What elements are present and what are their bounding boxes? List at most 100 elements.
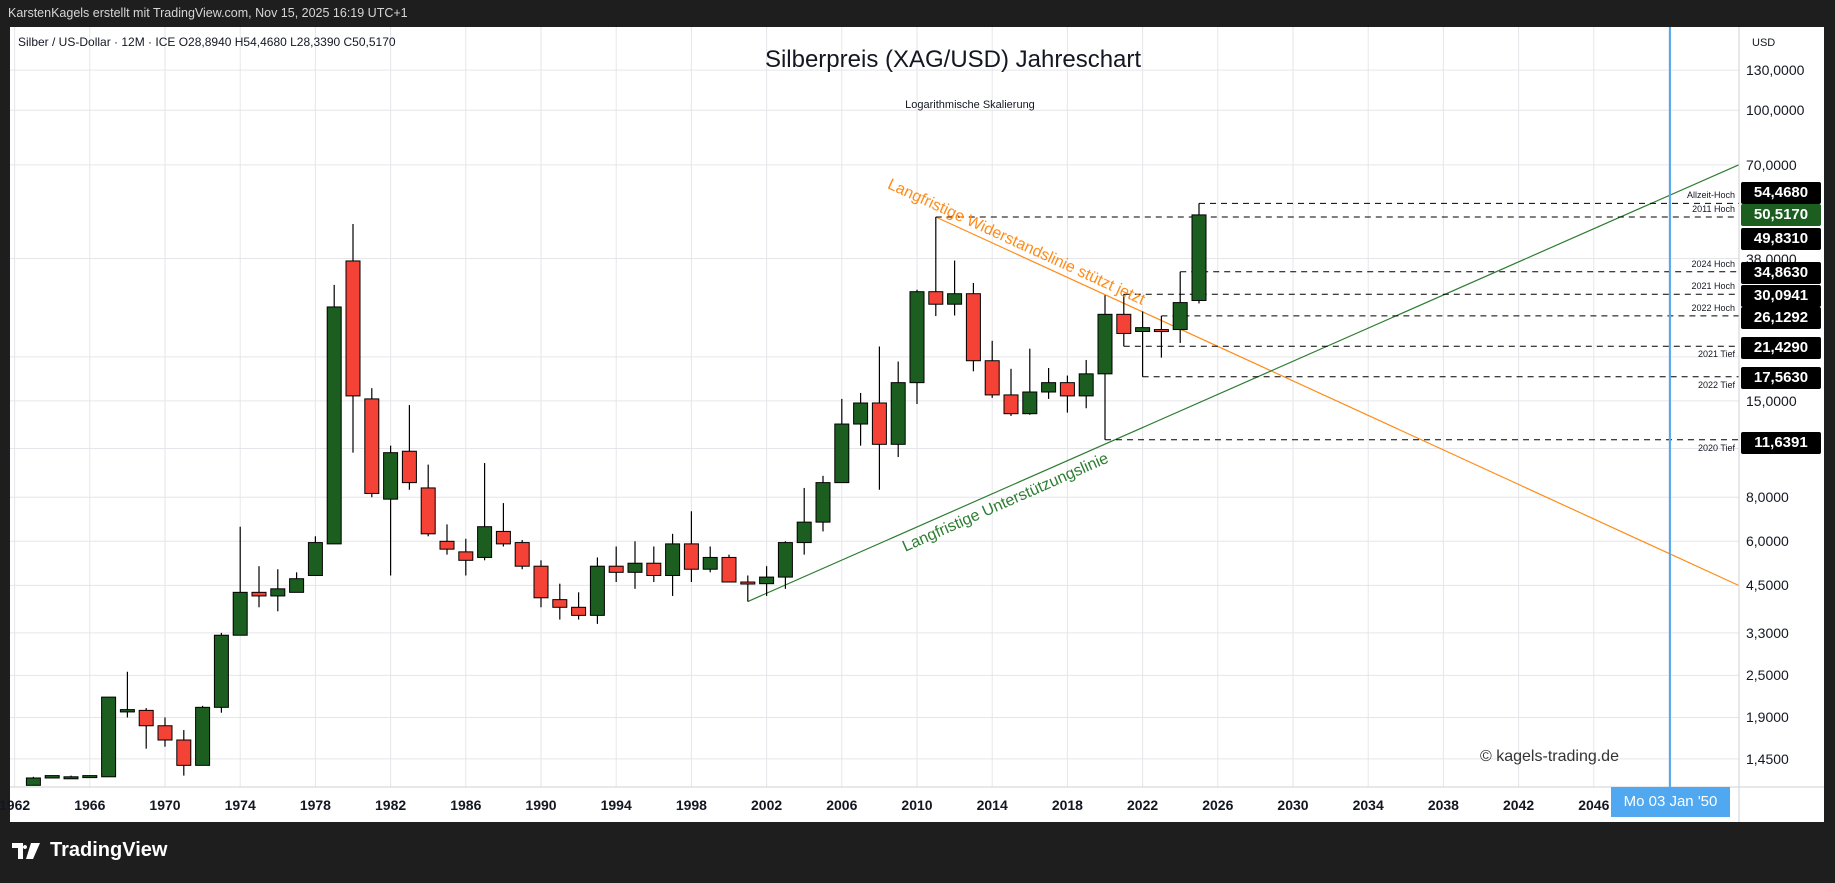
price-axis-tick: 15,0000 (1746, 392, 1797, 409)
time-axis-tick: 1978 (299, 797, 331, 813)
candle-body (777, 542, 793, 578)
candle-body (82, 775, 98, 779)
time-axis-tick: 1990 (525, 797, 557, 813)
price-axis-tick: 2,5000 (1746, 667, 1789, 684)
candle-body (1116, 313, 1132, 334)
time-axis-tick: 1962 (0, 797, 31, 813)
level-label: 2011 Hoch (1692, 203, 1735, 214)
candle-body (1022, 391, 1038, 415)
time-axis-tick: 2022 (1127, 797, 1159, 813)
candle-body (871, 402, 887, 445)
price-level-badge: 34,8630 (1741, 262, 1821, 284)
candle-body (157, 725, 173, 741)
time-axis-tick: 2002 (751, 797, 783, 813)
price-axis-tick: 6,0000 (1746, 533, 1789, 550)
candle-body (890, 382, 906, 445)
candle-body (138, 709, 154, 727)
candle-body (251, 591, 267, 597)
candle-body (947, 293, 963, 305)
time-axis-tick: 2010 (901, 797, 933, 813)
candle-body (1191, 214, 1207, 301)
candle-body (984, 360, 1000, 396)
level-label: 2020 Tief (1697, 442, 1735, 453)
candle-body (533, 565, 549, 599)
time-axis-tick: 1994 (600, 797, 632, 813)
candle-body (1059, 382, 1075, 397)
candle-body (909, 291, 925, 384)
candle-body (796, 521, 812, 544)
candle-body (834, 423, 850, 484)
price-axis-tick: 3,3000 (1746, 624, 1789, 641)
chart-title: Silberpreis (XAG/USD) Jahreschart (764, 46, 1142, 73)
price-level-badge: 54,4680 (1741, 182, 1821, 204)
tradingview-logo-icon (12, 842, 40, 859)
time-axis-tick: 2018 (1051, 797, 1083, 813)
candle-body (195, 706, 211, 766)
candle-body (44, 775, 60, 779)
candle-body (439, 540, 455, 550)
currency-label[interactable]: USD (1752, 37, 1776, 49)
candle-body (477, 526, 493, 558)
level-label: 2022 Hoch (1691, 302, 1735, 313)
time-axis-tick: 2042 (1503, 797, 1535, 813)
candle-body (552, 599, 568, 608)
candle-body (495, 530, 511, 545)
candle-body (213, 634, 229, 708)
time-axis-tick: 1986 (450, 797, 482, 813)
candle-body (401, 450, 417, 484)
candle-body (1172, 302, 1188, 331)
candle-body (759, 576, 775, 585)
price-level-badge: 21,4290 (1741, 337, 1821, 359)
candle-body (420, 487, 436, 535)
candle-body (702, 556, 718, 570)
level-label: 2024 Hoch (1691, 258, 1735, 269)
candle-body (1003, 394, 1019, 415)
candle-body (721, 556, 737, 583)
resistance-trendline (935, 216, 1739, 586)
time-axis-tick: 2026 (1202, 797, 1234, 813)
current-price-badge: 50,5170 (1741, 204, 1821, 226)
level-label: 2021 Hoch (1691, 281, 1735, 292)
time-axis-tick: 2034 (1352, 797, 1384, 813)
price-axis-tick: 1,4500 (1746, 750, 1789, 767)
price-level-badge: 49,8310 (1741, 228, 1821, 250)
support-trendline (747, 164, 1739, 603)
candle-body (345, 260, 361, 397)
candle-body (683, 543, 699, 570)
time-axis-tick: 2038 (1427, 797, 1459, 813)
candle-body (627, 562, 643, 573)
candle-body (383, 452, 399, 500)
time-axis-tick: 1970 (149, 797, 181, 813)
candle-body (571, 606, 587, 616)
crosshair-date-label: Mo 03 Jan '50 (1611, 787, 1730, 817)
level-label: 2022 Tief (1697, 379, 1735, 390)
price-level-badge: 30,0941 (1741, 285, 1821, 307)
candle-body (608, 565, 624, 573)
time-axis-tick: 1974 (224, 797, 256, 813)
price-axis-tick: 1,9000 (1746, 709, 1789, 726)
time-axis-tick: 2030 (1277, 797, 1309, 813)
watermark: © kagels-trading.de (1480, 748, 1619, 765)
price-axis-tick: 70,0000 (1746, 156, 1797, 173)
price-axis-tick: 8,0000 (1746, 489, 1789, 506)
candle-body (1135, 327, 1151, 332)
candle-body (176, 739, 192, 766)
candle-body (364, 398, 380, 494)
time-axis-tick: 2014 (976, 797, 1008, 813)
price-axis-tick: 100,0000 (1746, 102, 1805, 119)
candle-body (1097, 313, 1113, 375)
candle-body (665, 543, 681, 576)
candle-body (63, 776, 79, 780)
symbol-legend: Silber / US-Dollar · 12M · ICE O28,8940 … (18, 35, 396, 49)
candle-body (646, 562, 662, 576)
candle-body (928, 291, 944, 305)
candle-body (740, 581, 756, 585)
candle-body (514, 542, 530, 567)
candle-body (101, 696, 117, 778)
candle-body (232, 591, 248, 636)
tradingview-logo[interactable]: TradingView (12, 839, 167, 862)
candle-body (965, 293, 981, 362)
candle-body (815, 482, 831, 523)
brand-name: TradingView (50, 839, 168, 861)
